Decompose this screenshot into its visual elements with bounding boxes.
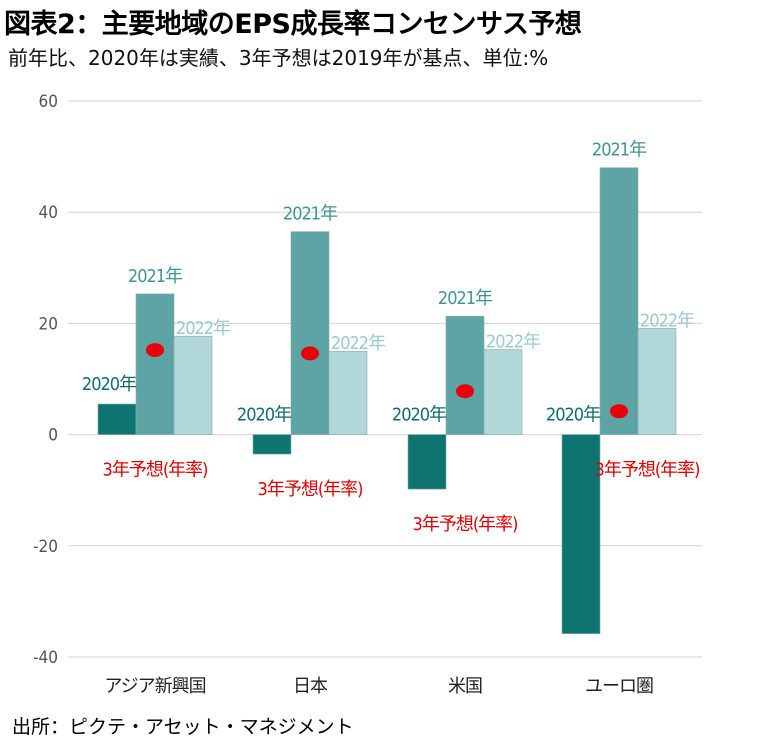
series-label: 2022年 [176,318,231,339]
bar-2 [599,167,639,435]
forecast-dot [301,346,319,361]
forecast-label: 3年予想(年率) [413,514,518,535]
series-label: 2022年 [640,310,695,331]
bar-3 [637,328,677,435]
series-label: 2021年 [128,266,183,287]
y-tick-label: 40 [39,203,58,223]
forecast-dot [610,404,628,419]
bar-3 [328,350,368,435]
y-tick-label: 0 [48,426,58,446]
series-label: 2020年 [82,374,137,395]
forecast-dot [456,384,474,399]
series-label: 2022年 [486,332,541,353]
series-label: 2020年 [392,405,447,426]
series-label: 2020年 [546,405,601,426]
bar-1 [252,434,292,455]
source-note: 出所：ピクテ・アセット・マネジメント [12,716,354,738]
forecast-label: 3年予想(年率) [258,479,363,500]
bar-2 [445,315,485,435]
y-tick-label: 20 [39,314,58,334]
chart-title: 図表2：主要地域のEPS成長率コンセンサス予想 [4,9,582,40]
category-label: 日本 [293,676,328,697]
bar-2 [290,231,330,435]
bar-2 [135,293,175,435]
series-label: 2021年 [283,204,338,225]
series-label: 2021年 [592,140,647,161]
series-label: 2022年 [331,333,386,354]
series-label: 2020年 [237,405,292,426]
forecast-label: 3年予想(年率) [595,460,700,481]
bar-3 [173,335,213,435]
category-label: ユーロ圏 [585,676,653,697]
y-tick-label: -40 [33,648,58,668]
category-label: 米国 [448,676,482,697]
y-tick-label: 60 [39,92,58,112]
category-label: アジア新興国 [104,676,205,697]
bar-1 [561,434,601,634]
forecast-dot [146,343,164,358]
chart-subtitle: 前年比、2020年は実績、3年予想は2019年が基点、単位:% [8,46,549,70]
series-label: 2021年 [438,288,493,309]
bar-1 [97,403,137,435]
y-tick-label: -20 [33,537,58,557]
bar-1 [407,434,447,490]
bar-3 [483,349,523,435]
bar-chart: -40 -20 0 20 40 60 2020年 2020年 2020年 2020年 2021年 20… [33,92,702,697]
forecast-label: 3年予想(年率) [103,460,208,481]
